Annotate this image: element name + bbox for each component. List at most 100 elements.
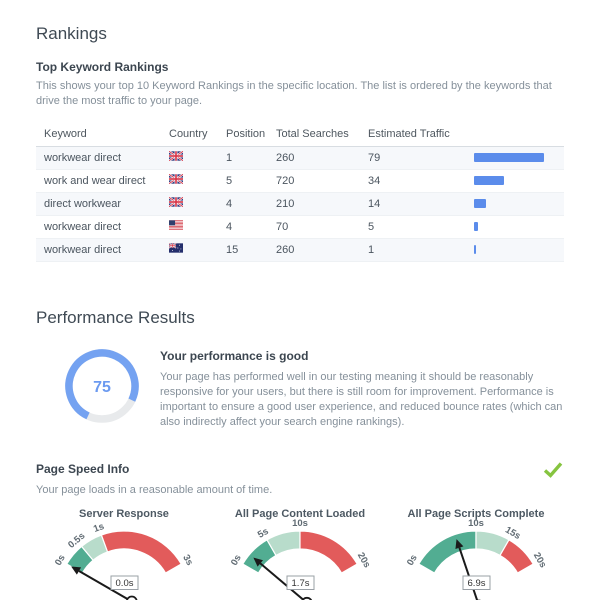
traffic-bar — [474, 153, 544, 162]
keyword-cell: workwear direct — [36, 238, 169, 262]
column-header: Total Searches — [276, 122, 368, 147]
table-row: work and wear direct 5 720 34 — [36, 169, 564, 193]
gauge-needle — [78, 569, 133, 600]
total-searches-cell: 210 — [276, 192, 368, 216]
table-row: workwear direct 1 260 79 — [36, 146, 564, 170]
position-cell: 1 — [226, 146, 276, 170]
gauge-tick-label: 20s — [531, 550, 548, 569]
position-cell: 5 — [226, 169, 276, 193]
keyword-rankings-table: Keyword Country Position Total Searches Esti… — [36, 122, 564, 262]
gauge-needle-arrowhead — [71, 566, 82, 575]
gauge-value-label: 1.7s — [292, 578, 310, 589]
gauge-tick-label: 20s — [355, 550, 372, 569]
table-row: workwear direct 4 70 5 — [36, 215, 564, 239]
estimated-traffic-cell: 1 — [368, 238, 474, 262]
gauge-needle-pivot — [125, 595, 138, 600]
traffic-bar-cell — [474, 215, 564, 239]
gauge-tick-label: 0s — [405, 552, 420, 567]
position-cell: 4 — [226, 215, 276, 239]
gauge-value-label: 0.0s — [116, 578, 134, 589]
flag-au-icon — [168, 242, 183, 253]
performance-result-text: Your page has performed well in our test… — [160, 370, 563, 428]
traffic-bar-cell — [474, 238, 564, 262]
gauge-title: Server Response — [79, 507, 169, 520]
column-header: Country — [169, 122, 226, 147]
page-speed-gauges: Server Response 0s 0.5s 1s 3s 0.0s All Page Co… — [36, 508, 564, 600]
column-header: Keyword — [36, 122, 169, 147]
estimated-traffic-cell: 79 — [368, 146, 474, 170]
traffic-bar — [474, 245, 476, 254]
gauge-value-box — [462, 575, 491, 590]
gauge-segment — [499, 538, 535, 574]
position-cell: 4 — [226, 192, 276, 216]
country-cell — [168, 192, 226, 216]
gauge-segment — [100, 529, 183, 574]
gauge-needle — [458, 546, 479, 600]
position-cell: 15 — [226, 238, 276, 262]
country-cell — [168, 238, 226, 262]
estimated-traffic-cell: 5 — [368, 215, 474, 239]
flag-gb-icon — [168, 173, 184, 185]
flag-gb-icon — [168, 150, 184, 162]
traffic-bar — [474, 176, 504, 185]
gauge-tick-label: 0s — [53, 552, 68, 567]
flag-us-icon — [169, 220, 183, 230]
country-cell — [168, 146, 226, 170]
estimated-traffic-cell: 34 — [368, 169, 474, 193]
total-searches-cell: 70 — [276, 215, 368, 239]
gauge-needle-arrowhead — [253, 557, 263, 567]
page-speed-description: Your page loads in a reasonable amount o… — [36, 483, 273, 496]
country-cell — [168, 169, 226, 193]
total-searches-cell: 720 — [276, 169, 368, 193]
performance-score-value: 75 — [93, 379, 111, 396]
column-header — [474, 122, 564, 147]
total-searches-cell: 260 — [276, 146, 368, 170]
table-header: Keyword Country Position Total Searches Esti… — [36, 122, 564, 147]
traffic-bar — [474, 222, 478, 231]
gauge-value-label: 6.9s — [468, 578, 486, 589]
check-icon — [543, 461, 563, 478]
keyword-cell: workwear direct — [36, 146, 169, 170]
performance-result-heading: Your performance is good — [160, 348, 309, 363]
performance-score-gauge: 75 — [65, 348, 139, 423]
table-row: workwear direct 15 260 1 — [36, 238, 564, 262]
country-cell — [169, 215, 226, 239]
estimated-traffic-cell: 14 — [368, 192, 474, 216]
page-speed-title: Page Speed Info — [36, 462, 130, 476]
traffic-bar-cell — [474, 169, 564, 193]
total-searches-cell: 260 — [276, 238, 368, 262]
gauge-tick-label: 0s — [229, 552, 244, 567]
gauge-tick-label: 10s — [292, 518, 308, 529]
speed-gauge: Server Response 0s 0.5s 1s 3s 0.0s — [36, 508, 212, 600]
gauge-segment — [299, 529, 359, 574]
column-header: Position — [226, 122, 276, 147]
traffic-bar-cell — [474, 146, 564, 170]
gauge-needle — [259, 562, 306, 600]
gauge-tick-label: 5s — [256, 525, 271, 540]
keyword-rankings-description: This shows your top 10 Keyword Rankings … — [36, 80, 552, 107]
speed-gauge: All Page Scripts Complete 0s 10s 15s 20s 6.9s — [388, 508, 564, 600]
gauge-tick-label: 1s — [92, 520, 106, 534]
gauge-tick-label: 10s — [468, 518, 484, 529]
rankings-section-title: Rankings — [36, 24, 107, 43]
gauge-value-box — [286, 575, 315, 590]
gauge-segment — [417, 529, 477, 574]
traffic-bar-cell — [474, 192, 564, 216]
speed-gauge: All Page Content Loaded 0s 5s 10s 20s 1.7s — [212, 508, 388, 600]
column-header: Estimated Traffic — [368, 122, 474, 147]
keyword-rankings-subtitle: Top Keyword Rankings — [36, 60, 169, 74]
gauge-needle-arrowhead — [455, 538, 464, 549]
traffic-bar — [474, 199, 486, 208]
gauge-tick-label: 3s — [180, 552, 195, 567]
keyword-cell: workwear direct — [36, 215, 169, 239]
flag-gb-icon — [168, 196, 184, 208]
gauge-value-box — [110, 575, 139, 590]
keyword-cell: direct workwear — [36, 192, 169, 216]
gauge-needle-pivot — [301, 596, 313, 600]
gauge-title: All Page Scripts Complete — [407, 507, 545, 520]
performance-section-title: Performance Results — [36, 307, 195, 327]
table-row: direct workwear 4 210 14 — [36, 192, 564, 216]
keyword-cell: work and wear direct — [36, 169, 169, 193]
gauge-title: All Page Content Loaded — [234, 507, 366, 520]
